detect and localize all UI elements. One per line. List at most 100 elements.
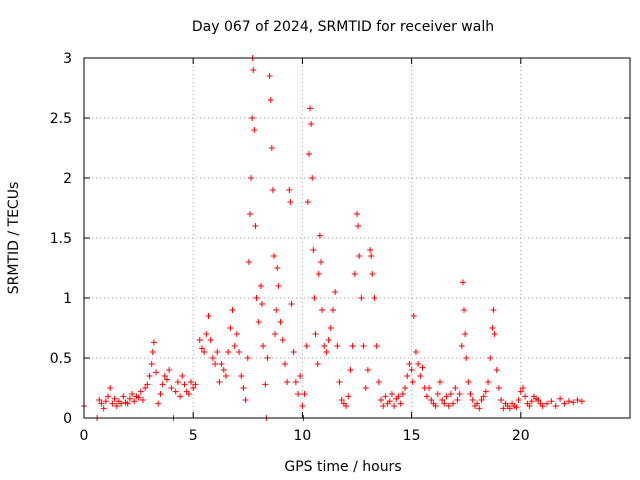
data-point-marker — [149, 349, 156, 355]
data-point-marker — [380, 403, 387, 409]
data-point-marker — [231, 343, 238, 349]
data-point-marker — [246, 211, 253, 217]
data-point-marker — [323, 349, 330, 355]
data-point-marker — [574, 397, 581, 403]
data-point-marker — [382, 393, 389, 400]
data-point-marker — [375, 379, 382, 385]
data-point-marker — [432, 403, 439, 409]
data-point-marker — [478, 397, 485, 403]
data-point-marker — [368, 253, 375, 259]
data-point-marker — [439, 397, 446, 403]
y-tick-label: 3 — [63, 51, 72, 67]
data-point-marker — [155, 400, 162, 407]
data-point-marker — [100, 405, 107, 412]
data-point-marker — [177, 393, 184, 400]
data-point-marker — [465, 379, 472, 385]
data-point-marker — [358, 295, 365, 301]
data-point-marker — [487, 355, 494, 361]
data-point-marker — [137, 388, 144, 395]
data-point-marker — [412, 349, 419, 355]
data-point-marker — [262, 381, 269, 388]
data-point-marker — [131, 398, 138, 405]
data-point-marker — [539, 403, 546, 409]
data-point-marker — [248, 175, 255, 181]
data-point-marker — [144, 381, 151, 388]
data-point-marker — [271, 253, 278, 259]
data-point-marker — [179, 373, 186, 379]
data-point-marker — [188, 379, 195, 385]
data-point-marker — [360, 343, 367, 349]
data-point-marker — [528, 398, 535, 405]
data-point-marker — [96, 397, 103, 403]
data-point-marker — [273, 307, 280, 313]
data-point-marker — [240, 385, 247, 391]
y-axis-label: SRMTID / TECUs — [6, 182, 22, 295]
x-tick-label: 20 — [512, 428, 530, 444]
data-point-marker — [354, 211, 360, 217]
data-point-marker — [544, 400, 551, 407]
data-point-marker — [336, 379, 343, 385]
data-point-marker — [207, 337, 214, 343]
data-point-marker — [423, 393, 430, 400]
data-point-marker — [482, 388, 489, 395]
data-point-marker — [105, 393, 112, 400]
data-point-marker — [367, 247, 374, 253]
data-point-marker — [299, 403, 306, 409]
data-point-marker — [314, 361, 321, 367]
data-point-marker — [281, 361, 288, 367]
x-axis-label: GPS time / hours — [284, 459, 401, 475]
data-point-marker — [297, 373, 304, 379]
data-point-marker — [459, 279, 466, 286]
data-point-marker — [378, 397, 385, 403]
data-point-marker — [454, 397, 461, 403]
data-point-marker — [310, 247, 317, 253]
data-point-marker — [190, 385, 197, 391]
x-tick-label: 0 — [80, 428, 89, 444]
data-point-marker — [327, 325, 334, 331]
data-point-marker — [205, 313, 212, 319]
data-point-marker — [157, 391, 164, 397]
chart-title: Day 067 of 2024, SRMTID for receiver wal… — [192, 19, 494, 35]
data-point-marker — [447, 391, 454, 397]
data-point-marker — [364, 367, 371, 373]
data-point-marker — [461, 307, 468, 313]
data-point-marker — [252, 223, 259, 229]
data-point-marker — [305, 151, 312, 157]
data-point-marker — [203, 331, 210, 337]
data-point-marker — [419, 364, 426, 371]
data-point-marker — [163, 376, 170, 383]
data-point-marker — [118, 400, 125, 407]
data-point-marker — [109, 400, 116, 407]
data-point-marker — [315, 271, 322, 277]
data-point-marker — [229, 307, 236, 313]
data-point-marker — [174, 379, 181, 385]
data-point-marker — [196, 337, 203, 343]
data-point-marker — [402, 385, 409, 391]
data-point-marker — [397, 400, 404, 407]
data-point-marker — [284, 379, 291, 385]
data-point-marker — [279, 337, 286, 343]
data-point-marker — [480, 393, 487, 400]
data-point-marker — [172, 388, 179, 395]
data-point-marker — [386, 398, 393, 405]
data-point-marker — [220, 367, 227, 373]
data-point-marker — [98, 400, 105, 407]
x-tick-label: 15 — [403, 428, 421, 444]
data-point-marker — [312, 331, 319, 337]
y-tick-label: 1 — [63, 291, 72, 307]
data-point-marker — [522, 393, 529, 400]
data-point-marker — [557, 395, 564, 402]
data-point-marker — [513, 404, 520, 411]
data-point-marker — [236, 349, 243, 355]
data-point-marker — [129, 391, 136, 397]
data-point-marker — [142, 385, 149, 391]
y-tick-label: 2 — [63, 171, 72, 187]
data-point-marker — [257, 283, 264, 289]
data-point-marker — [388, 391, 395, 397]
data-point-marker — [317, 259, 324, 265]
data-point-marker — [161, 373, 168, 379]
data-point-marker — [463, 355, 470, 361]
data-point-marker — [373, 343, 380, 349]
data-point-marker — [258, 301, 265, 307]
axis-ticks: 0 5 10 15 20 0 0.5 1 1.5 2 2.5 3 — [50, 51, 630, 444]
